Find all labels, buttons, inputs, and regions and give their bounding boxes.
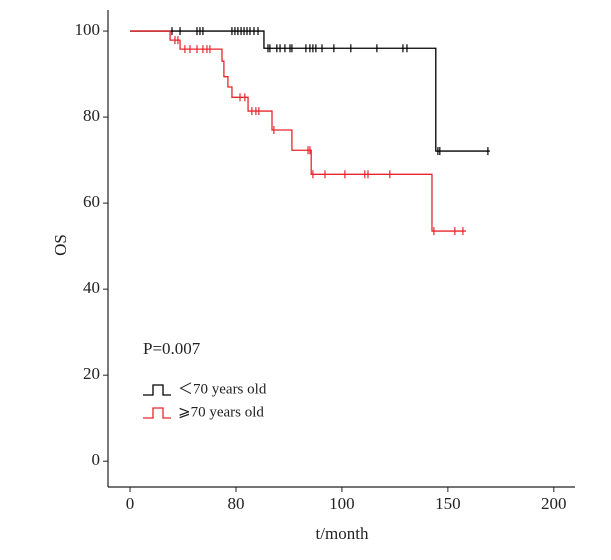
x-tick-label: 200: [541, 494, 567, 513]
y-tick-label: 40: [83, 278, 100, 297]
annotation: P=0.007: [143, 339, 201, 358]
y-tick-label: 100: [75, 20, 101, 39]
x-tick-label: 100: [329, 494, 355, 513]
y-tick-label: 60: [83, 192, 100, 211]
y-tick-label: 80: [83, 106, 100, 125]
x-tick-label: 150: [435, 494, 461, 513]
y-tick-label: 0: [92, 450, 101, 469]
x-tick-label: 80: [227, 494, 244, 513]
legend-label: ＜70 years old: [178, 381, 267, 397]
x-tick-label: 0: [126, 494, 135, 513]
x-axis-label: t/month: [316, 524, 369, 543]
y-tick-label: 20: [83, 364, 100, 383]
legend-symbol: [143, 407, 171, 419]
legend-label: ⩾70 years old: [178, 404, 264, 420]
y-axis-label: OS: [51, 234, 70, 256]
legend-symbol: [143, 384, 171, 396]
survival-curve: [130, 30, 466, 232]
